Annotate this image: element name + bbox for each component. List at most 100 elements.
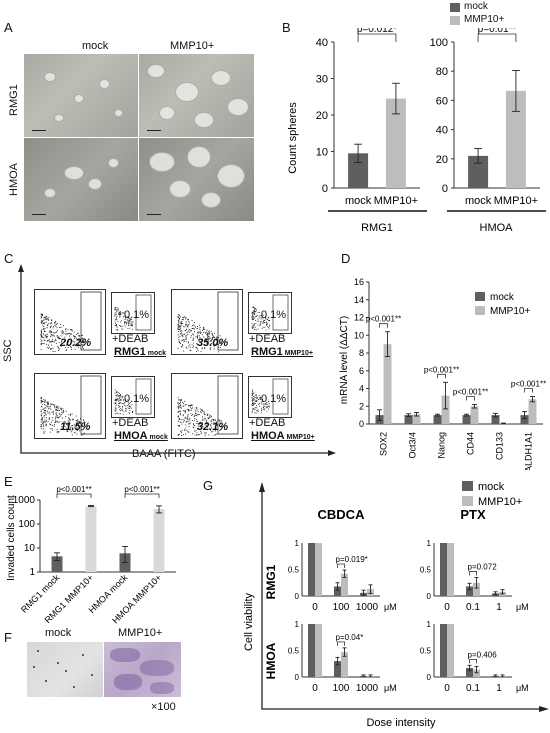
error-bar <box>156 505 162 514</box>
error-bar <box>474 576 479 589</box>
panel-a-col-mmp: MMP10+ <box>170 40 215 52</box>
bar-0-mock <box>440 543 447 596</box>
tick-label: 60 <box>436 95 448 107</box>
panel-f-col-mmp: MMP10+ <box>118 627 163 639</box>
svg-text:p<0.001**: p<0.001** <box>453 387 488 396</box>
bar-ALDH1A1-mock <box>520 415 529 424</box>
panel-label-c: C <box>4 251 14 266</box>
category-label: MMP10+ <box>374 195 418 207</box>
flow-plot-deab <box>248 376 292 418</box>
panel-c-xlabel: BAAA (FITC) <box>132 448 196 460</box>
bar-MMP10+ <box>385 98 406 188</box>
error-bar <box>385 331 390 358</box>
panel-c-ylabel: SSC <box>2 339 14 362</box>
tick-label: 10 <box>316 147 328 159</box>
tick-label: 0 <box>295 673 300 682</box>
significance-bracket <box>337 641 345 646</box>
legend-label: mock <box>490 292 515 303</box>
micrograph-invasion-mmp10 <box>104 642 181 697</box>
error-bar <box>361 589 366 596</box>
error-bar <box>474 148 483 164</box>
bar-mock <box>348 153 369 188</box>
panel-b-group-rmg1: RMG1 <box>361 222 393 234</box>
panel-g-ylabel: Cell viability <box>243 592 255 651</box>
error-bar <box>361 674 366 678</box>
bar-100-MMP10+ <box>341 652 348 677</box>
error-bar <box>511 70 520 112</box>
subplot-G-HMOA-CBDCA: 0 0.5 1 0 100 1000 μM p=0.04* <box>288 620 397 694</box>
micrograph-hmoa-mock <box>24 138 138 221</box>
tick-label: 0.5 <box>420 647 432 656</box>
error-bar <box>493 674 498 678</box>
deab-label: +DEAB <box>249 333 286 345</box>
tick-label: 30 <box>316 74 328 86</box>
svg-text:p=0.01**: p=0.01** <box>478 28 517 35</box>
bar-Oct3/4-mock <box>404 415 413 424</box>
tick-label: 12 <box>354 313 364 323</box>
tick-label: 0 <box>442 183 448 195</box>
subplot-G-RMG1-CBDCA: CBDCA 0 0.5 1 0 100 1000 μM p=0.019* <box>288 507 397 613</box>
significance-bracket: p<0.001** <box>511 379 546 393</box>
flow-plot-main <box>34 373 106 439</box>
bar-0.1-mock <box>466 586 473 596</box>
category-label: ALDH1A1 <box>524 432 534 470</box>
tick-label: 100 <box>18 519 35 530</box>
panel-b-ylabel: Count spheres <box>287 102 299 174</box>
tick-label: 1000 <box>13 495 36 506</box>
bar-CD133-mock <box>491 415 500 424</box>
gate-box <box>135 378 152 415</box>
error-bar <box>500 674 505 678</box>
error-bar <box>522 411 527 420</box>
error-bar <box>335 582 340 591</box>
panel-b-group-hmoa: HMOA <box>480 222 514 234</box>
error-bar <box>354 143 363 163</box>
bar-0.1-MMP10+ <box>473 669 480 677</box>
bar-0-MMP10+ <box>447 624 454 677</box>
error-bar <box>493 412 498 418</box>
svg-text:p<0.001**: p<0.001** <box>124 485 159 494</box>
unit-label: μM <box>384 602 397 612</box>
flow-plot-main <box>171 289 243 355</box>
significance-bracket: p=0.01** <box>478 28 517 42</box>
category-label: Oct3/4 <box>408 432 418 459</box>
gate-box <box>80 291 102 351</box>
bar-0-mock <box>308 624 315 677</box>
panel-label-a: A <box>4 20 13 35</box>
category-label: 1000 <box>356 602 379 613</box>
bar-0-MMP10+ <box>447 543 454 596</box>
bar-Oct3/4-MMP10+ <box>412 414 421 424</box>
tick-label: 1 <box>427 539 432 548</box>
tick-label: 2 <box>359 401 364 411</box>
unit-label: μM <box>384 683 397 693</box>
panel-g-row-rmg1: RMG1 <box>264 564 278 599</box>
bar-RMG1 mock <box>51 556 63 572</box>
panel-label-b: B <box>282 20 291 35</box>
bar-MMP10+ <box>505 90 526 188</box>
legend-swatch-mmp <box>450 16 460 25</box>
error-bar <box>443 381 448 410</box>
svg-text:p<0.001**: p<0.001** <box>366 315 401 324</box>
tick-label: 10 <box>24 543 36 554</box>
error-bar <box>467 582 472 591</box>
panel-g-chart: Cell viability Dose intensity RMG1 HMOA mock… <box>243 481 549 729</box>
bar-Nanog-mock <box>433 415 442 424</box>
error-bar <box>54 552 60 561</box>
gate-box <box>80 375 102 435</box>
tick-label: 1 <box>427 620 432 629</box>
bar-CD44-mock <box>462 415 471 424</box>
micrograph-hmoa-mmp10 <box>139 138 254 221</box>
subplot-G-RMG1-PTX: PTX 0 0.5 1 0 0.1 1 μM p=0.072 <box>420 507 529 613</box>
bar-0.1-MMP10+ <box>473 582 480 596</box>
category-label: Nanog <box>437 432 447 459</box>
category-label: 0 <box>444 602 450 613</box>
significance-label: p=0.072 <box>468 562 498 571</box>
deab-percent: 0.1% <box>124 309 150 321</box>
tick-label: 40 <box>316 37 328 49</box>
significance-bracket: p<0.001** <box>424 365 459 379</box>
bar-Nanog-MMP10+ <box>441 395 450 424</box>
panel-b-legend-mmp: MMP10+ <box>464 14 505 25</box>
panel-c-axes <box>18 264 336 456</box>
panel-b-hmoa-plot: 0 20 40 60 80 100 mock MMP10+ p=0.01** <box>430 28 540 207</box>
gate-box <box>217 375 239 435</box>
